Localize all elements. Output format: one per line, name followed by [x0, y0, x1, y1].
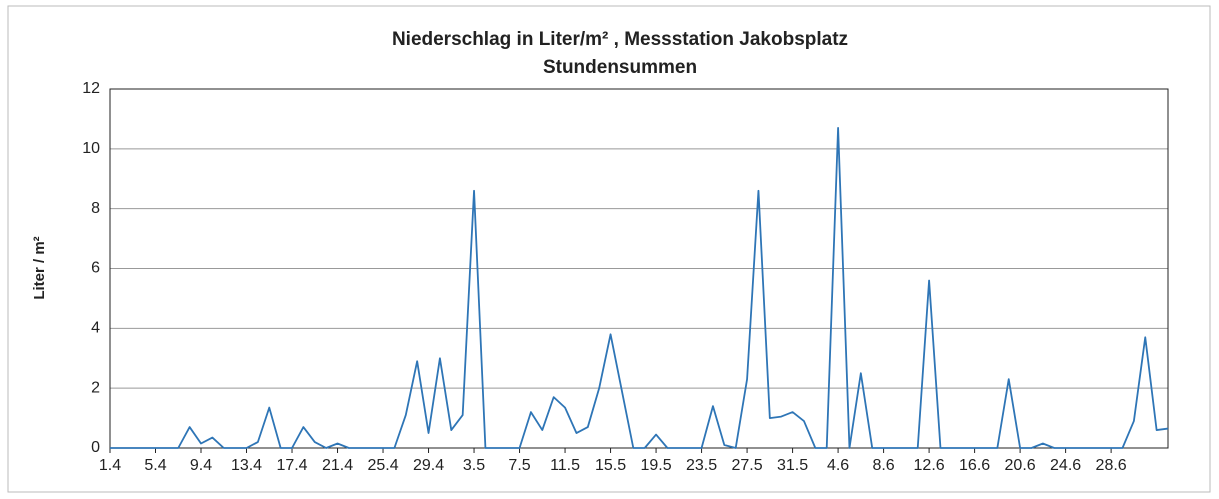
- x-tick-label: 31.5: [777, 457, 808, 474]
- x-tick-label: 4.6: [827, 457, 849, 474]
- x-tick-label: 8.6: [872, 457, 894, 474]
- x-tick-label: 13.4: [231, 457, 262, 474]
- x-tick-label: 15.5: [595, 457, 626, 474]
- x-tick-label: 23.5: [686, 457, 717, 474]
- x-tick-label: 5.4: [144, 457, 166, 474]
- x-tick-label: 9.4: [190, 457, 212, 474]
- x-tick-label: 20.6: [1005, 457, 1036, 474]
- x-tick-label: 7.5: [508, 457, 530, 474]
- x-tick-label: 28.6: [1096, 457, 1127, 474]
- y-tick-label: 10: [82, 140, 100, 157]
- y-tick-label: 6: [91, 260, 100, 277]
- x-tick-label: 17.4: [276, 457, 307, 474]
- x-tick-label: 19.5: [640, 457, 671, 474]
- chart-subtitle: Stundensummen: [543, 57, 697, 78]
- chart-border: [7, 5, 1211, 493]
- y-axis-label: Liter / m²: [31, 236, 48, 299]
- x-tick-label: 16.6: [959, 457, 990, 474]
- y-tick-label: 0: [91, 439, 100, 456]
- y-tick-label: 4: [91, 320, 100, 337]
- x-tick-label: 24.6: [1050, 457, 1081, 474]
- x-tick-label: 27.5: [732, 457, 763, 474]
- x-tick-label: 21.4: [322, 457, 353, 474]
- y-tick-label: 12: [82, 80, 100, 97]
- x-tick-label: 11.5: [550, 457, 580, 474]
- y-tick-label: 2: [91, 379, 100, 396]
- chart-title: Niederschlag in Liter/m² , Messstation J…: [392, 29, 848, 50]
- x-tick-label: 3.5: [463, 457, 485, 474]
- x-tick-label: 12.6: [914, 457, 945, 474]
- x-tick-label: 25.4: [367, 457, 398, 474]
- x-tick-label: 1.4: [99, 457, 121, 474]
- y-tick-label: 8: [91, 200, 100, 217]
- data-line: [110, 126, 1169, 449]
- x-tick-label: 29.4: [413, 457, 444, 474]
